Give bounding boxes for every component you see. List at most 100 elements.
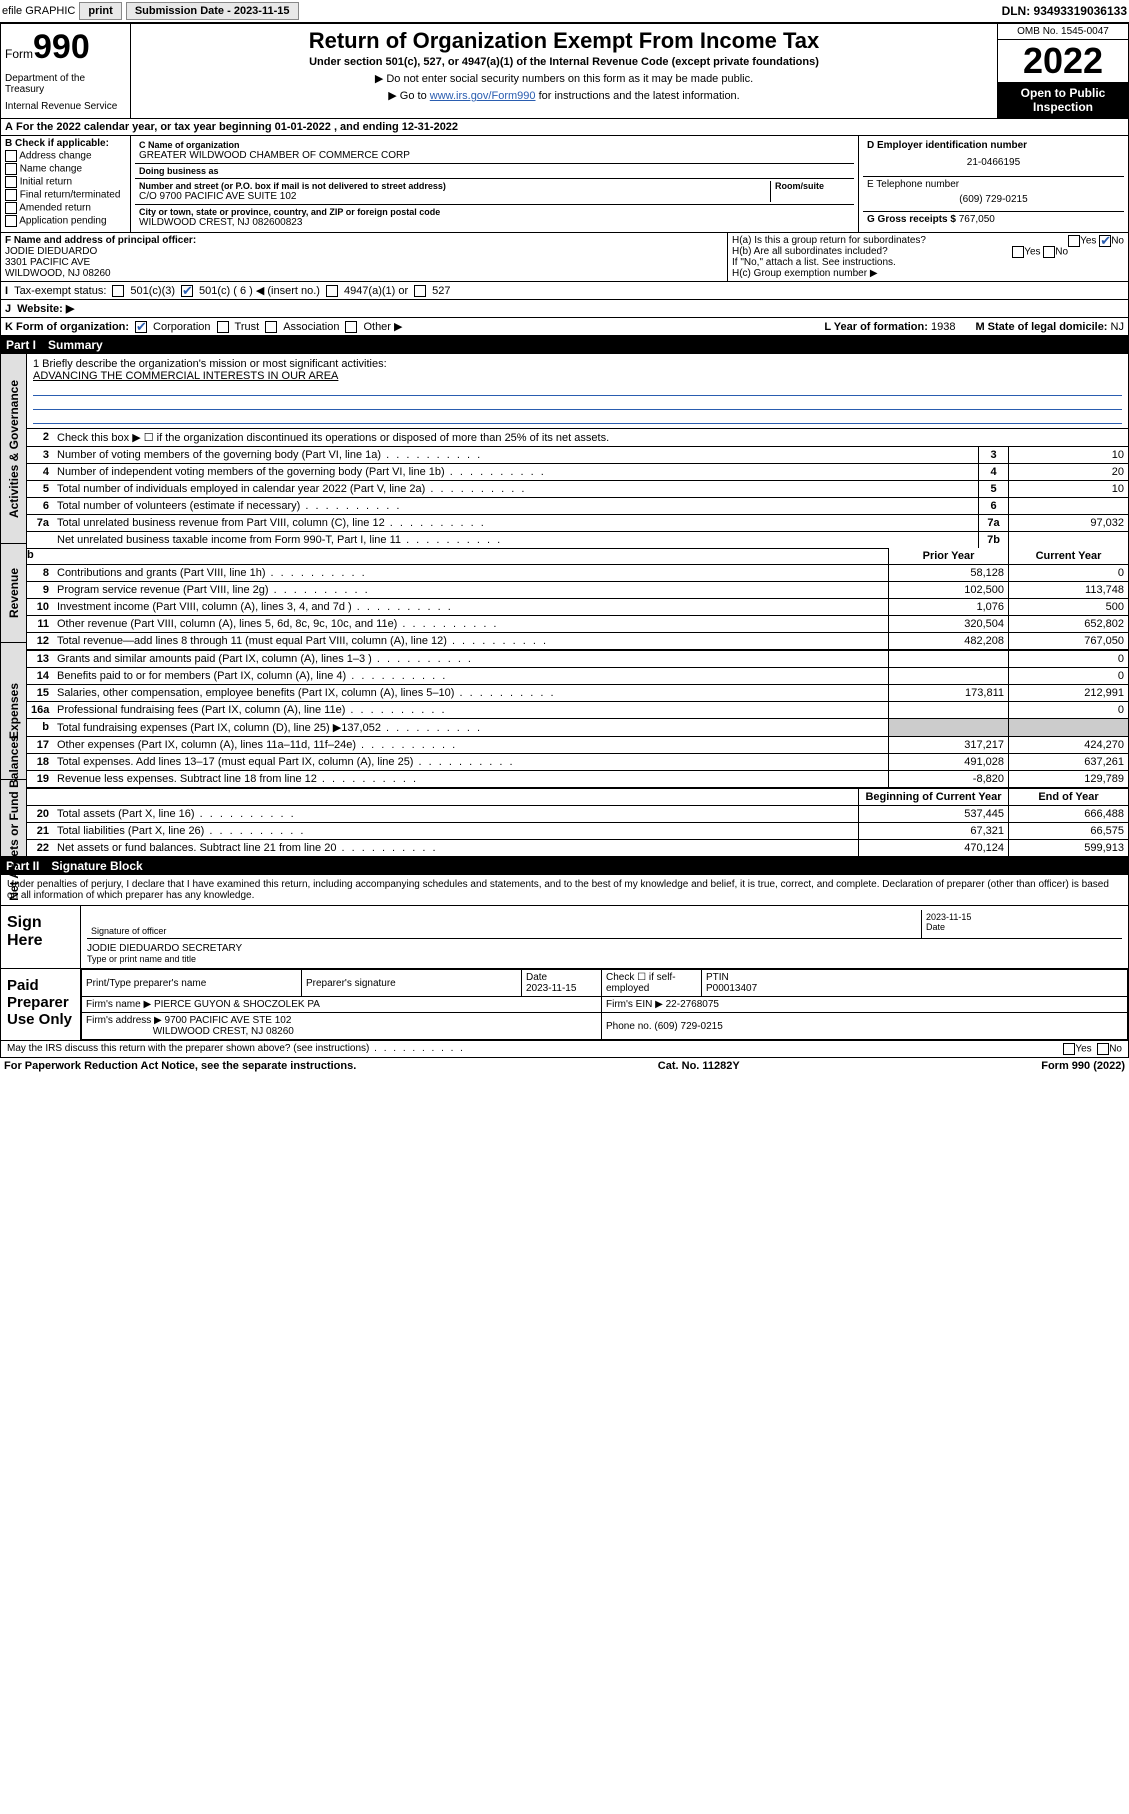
ein-value: 21-0466195 (867, 151, 1120, 174)
chk-trust[interactable] (217, 321, 229, 333)
box-d-label: D Employer identification number (867, 140, 1027, 151)
summary-content: 1 Briefly describe the organization's mi… (27, 354, 1128, 856)
hb-yes-checkbox[interactable] (1012, 246, 1024, 258)
h-b-note: If "No," attach a list. See instructions… (732, 257, 1124, 268)
discuss-text: May the IRS discuss this return with the… (7, 1043, 465, 1055)
tax-year: 2022 (998, 40, 1128, 82)
line-k: K Form of organization: Corporation Trus… (0, 318, 1129, 336)
summary-row: 12Total revenue—add lines 8 through 11 (… (27, 633, 1128, 649)
chk-association[interactable] (265, 321, 277, 333)
box-g-label: G Gross receipts $ (867, 214, 956, 225)
year-formation: 1938 (931, 321, 955, 333)
date-label: Date (926, 922, 945, 932)
line-a-text: For the 2022 calendar year, or tax year … (16, 121, 458, 133)
city-value: WILDWOOD CREST, NJ 082600823 (139, 217, 850, 228)
box-deg: D Employer identification number 21-0466… (858, 136, 1128, 232)
chk-amended[interactable]: Amended return (5, 202, 126, 214)
dba-label: Doing business as (139, 166, 850, 176)
state-domicile: NJ (1111, 321, 1124, 333)
end-year-hdr: End of Year (1008, 789, 1128, 805)
paid-preparer-row: Paid Preparer Use Only Print/Type prepar… (1, 968, 1128, 1040)
chk-initial-return[interactable]: Initial return (5, 176, 126, 188)
strip-governance: Activities & Governance (7, 379, 21, 517)
year-cell: OMB No. 1545-0047 2022 Open to Public In… (998, 24, 1128, 118)
h-c-label: H(c) Group exemption number ▶ (732, 268, 1124, 279)
part1-num: Part I (6, 338, 36, 352)
summary-row: 3Number of voting members of the governi… (27, 447, 1128, 464)
footer-left: For Paperwork Reduction Act Notice, see … (4, 1060, 356, 1072)
officer-addr1: 3301 PACIFIC AVE (5, 257, 90, 268)
officer-addr2: WILDWOOD, NJ 08260 (5, 268, 111, 279)
c-name-label: C Name of organization (139, 140, 850, 150)
summary-row: 21Total liabilities (Part X, line 26)67,… (27, 823, 1128, 840)
firm-name-label: Firm's name ▶ (86, 999, 151, 1010)
summary-row: 18Total expenses. Add lines 13–17 (must … (27, 754, 1128, 771)
box-b-label: B Check if applicable: (5, 138, 109, 149)
officer-name-label: Type or print name and title (87, 954, 1122, 964)
note2-pre: ▶ Go to (388, 90, 429, 102)
sign-here-label: Sign Here (1, 906, 81, 968)
line-i: I Tax-exempt status: 501(c)(3) 501(c) ( … (0, 282, 1129, 300)
firm-addr1: 9700 PACIFIC AVE STE 102 (165, 1015, 292, 1026)
street-address: C/O 9700 PACIFIC AVE SUITE 102 (139, 191, 770, 202)
note2-post: for instructions and the latest informat… (536, 90, 740, 102)
prep-date-label: Date (526, 972, 547, 983)
chk-501c[interactable] (181, 285, 193, 297)
summary-row: 4Number of independent voting members of… (27, 464, 1128, 481)
part2-header: Part II Signature Block (0, 857, 1129, 875)
print-button[interactable]: print (79, 2, 121, 20)
summary-row: 7aTotal unrelated business revenue from … (27, 515, 1128, 532)
current-year-hdr: Current Year (1008, 548, 1128, 564)
chk-name-change[interactable]: Name change (5, 163, 126, 175)
note-ssn: ▶ Do not enter social security numbers o… (135, 72, 993, 85)
phone-value: (609) 729-0215 (867, 190, 1120, 209)
summary-row: 10Investment income (Part VIII, column (… (27, 599, 1128, 616)
summary-row: 9Program service revenue (Part VIII, lin… (27, 582, 1128, 599)
identity-block: B Check if applicable: Address change Na… (0, 136, 1129, 233)
addr-label: Number and street (or P.O. box if mail i… (139, 181, 770, 191)
chk-527[interactable] (414, 285, 426, 297)
chk-501c3[interactable] (112, 285, 124, 297)
irs-link[interactable]: www.irs.gov/Form990 (430, 90, 536, 102)
discuss-yes-checkbox[interactable] (1063, 1043, 1075, 1055)
chk-other[interactable] (345, 321, 357, 333)
chk-app-pending[interactable]: Application pending (5, 215, 126, 227)
hb-no-checkbox[interactable] (1043, 246, 1055, 258)
part1-header: Part I Summary (0, 336, 1129, 354)
summary-row: 20Total assets (Part X, line 16)537,4456… (27, 806, 1128, 823)
irs-label: Internal Revenue Service (5, 101, 126, 112)
summary-row: 22Net assets or fund balances. Subtract … (27, 840, 1128, 856)
ptin-label: PTIN (706, 972, 729, 983)
ha-no-checkbox[interactable] (1099, 235, 1111, 247)
chk-address-change[interactable]: Address change (5, 150, 126, 162)
l-label: L Year of formation: (824, 321, 928, 333)
summary-row: 11Other revenue (Part VIII, column (A), … (27, 616, 1128, 633)
form-subtitle: Under section 501(c), 527, or 4947(a)(1)… (135, 56, 993, 68)
submission-date-button[interactable]: Submission Date - 2023-11-15 (126, 2, 299, 20)
part1-title: Summary (48, 338, 103, 352)
room-label: Room/suite (775, 181, 850, 191)
city-label: City or town, state or province, country… (139, 207, 850, 217)
open-public-badge: Open to Public Inspection (998, 82, 1128, 118)
dept-treasury: Department of the Treasury (5, 73, 126, 95)
summary-row: 8Contributions and grants (Part VIII, li… (27, 565, 1128, 582)
chk-4947[interactable] (326, 285, 338, 297)
tax-exempt-label: Tax-exempt status: (14, 285, 106, 297)
form-title: Return of Organization Exempt From Incom… (135, 28, 993, 54)
declaration: Under penalties of perjury, I declare th… (1, 875, 1128, 905)
discuss-no-checkbox[interactable] (1097, 1043, 1109, 1055)
chk-corporation[interactable] (135, 321, 147, 333)
ptin-value: P00013407 (706, 983, 757, 994)
firm-addr2: WILDWOOD CREST, NJ 08260 (153, 1026, 294, 1037)
prep-date: 2023-11-15 (526, 983, 576, 994)
k-label: K Form of organization: (5, 321, 129, 333)
ha-yes-checkbox[interactable] (1068, 235, 1080, 247)
summary-row: 5Total number of individuals employed in… (27, 481, 1128, 498)
dln-text: DLN: 93493319036133 (1002, 4, 1127, 18)
website-label: Website: ▶ (17, 302, 74, 315)
form-number-cell: Form990 Department of the Treasury Inter… (1, 24, 131, 118)
summary-row: 19Revenue less expenses. Subtract line 1… (27, 771, 1128, 787)
title-cell: Return of Organization Exempt From Incom… (131, 24, 998, 118)
chk-final-return[interactable]: Final return/terminated (5, 189, 126, 201)
year-header-2: Beginning of Current Year End of Year (27, 787, 1128, 806)
